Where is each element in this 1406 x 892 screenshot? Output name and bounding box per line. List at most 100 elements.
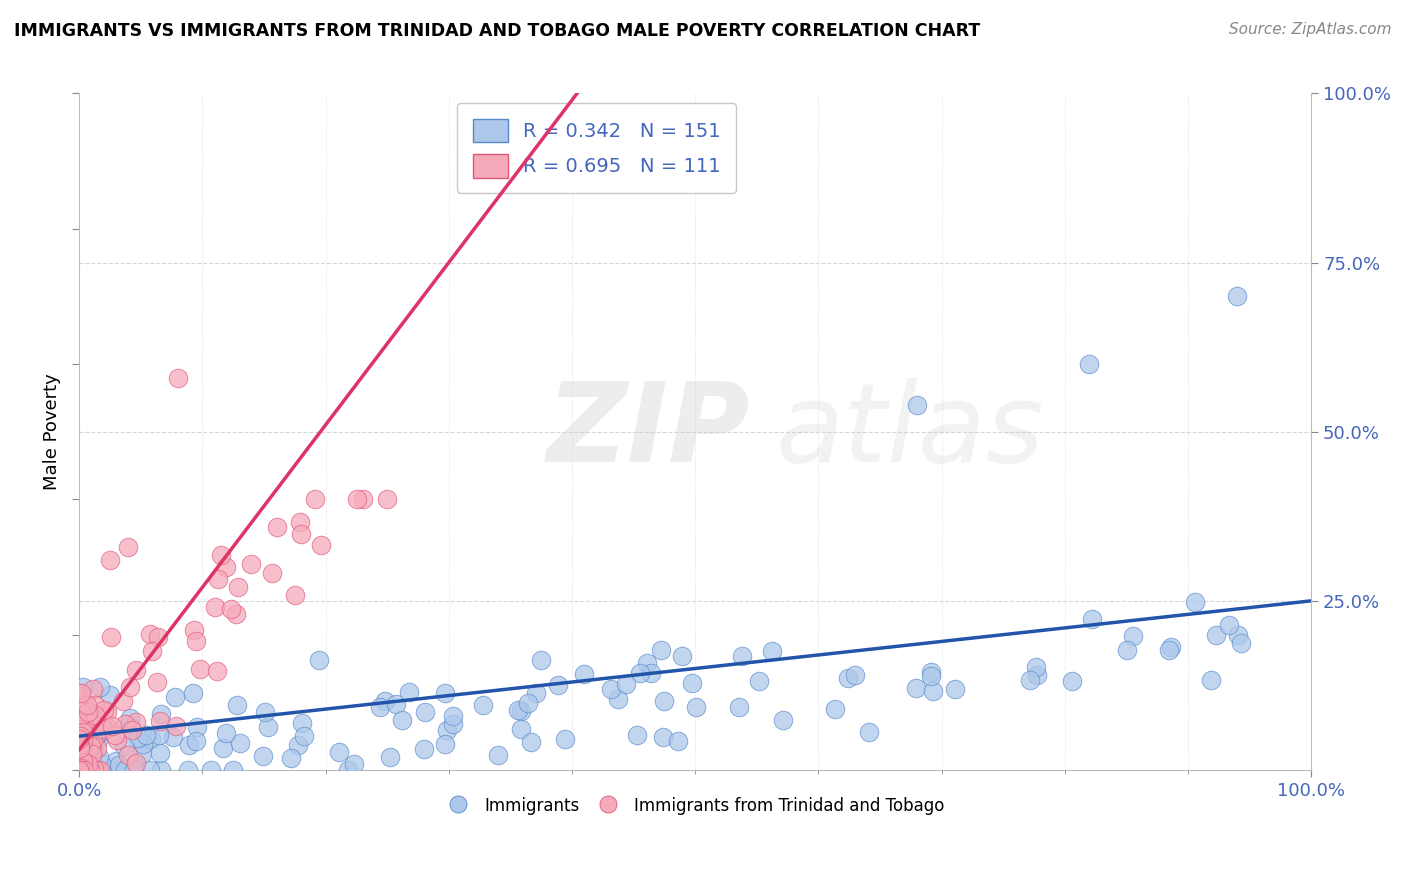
- Point: [100, 630, 122, 644]
- Point: [69, 729, 91, 743]
- Point: [67, 760, 90, 774]
- Point: [858, 724, 880, 739]
- Point: [260, 566, 283, 580]
- Point: [288, 515, 311, 529]
- Point: [80, 763, 103, 777]
- Point: [441, 717, 464, 731]
- Point: [70, 707, 93, 722]
- Point: [125, 756, 148, 771]
- Point: [1205, 628, 1227, 642]
- Point: [82, 733, 104, 747]
- Point: [671, 649, 693, 664]
- Point: [69, 736, 91, 750]
- Point: [1218, 618, 1240, 632]
- Point: [385, 697, 408, 711]
- Point: [76, 756, 98, 771]
- Point: [72, 725, 94, 739]
- Point: [69, 763, 91, 777]
- Point: [844, 667, 866, 681]
- Point: [229, 736, 252, 750]
- Point: [73, 743, 96, 757]
- Point: [148, 714, 170, 728]
- Point: [75, 748, 97, 763]
- Point: [86, 763, 108, 777]
- Point: [69, 763, 91, 777]
- Point: [67, 720, 90, 734]
- Point: [67, 763, 90, 777]
- Point: [93, 703, 115, 717]
- Point: [824, 702, 846, 716]
- Point: [83, 762, 105, 776]
- Point: [67, 763, 90, 777]
- Point: [131, 747, 153, 762]
- Point: [731, 649, 754, 664]
- Point: [86, 763, 108, 777]
- Point: [70, 686, 93, 700]
- Point: [186, 733, 208, 747]
- Point: [67, 758, 90, 772]
- Point: [67, 742, 90, 756]
- Point: [93, 721, 115, 735]
- Point: [67, 728, 90, 742]
- Point: [101, 719, 124, 733]
- Point: [70, 729, 93, 743]
- Point: [179, 738, 201, 752]
- Point: [628, 666, 651, 681]
- Point: [163, 690, 186, 704]
- Point: [76, 723, 98, 738]
- Point: [215, 560, 238, 574]
- Point: [292, 729, 315, 743]
- Point: [131, 737, 153, 751]
- Point: [207, 572, 229, 586]
- Point: [67, 731, 90, 746]
- Point: [83, 717, 105, 731]
- Point: [922, 683, 945, 698]
- Point: [207, 664, 229, 678]
- Point: [666, 734, 689, 748]
- Point: [290, 526, 312, 541]
- Point: [125, 714, 148, 729]
- Point: [112, 739, 135, 753]
- Point: [73, 748, 96, 763]
- Point: [141, 644, 163, 658]
- Point: [114, 717, 136, 731]
- Point: [122, 756, 145, 771]
- Point: [441, 709, 464, 723]
- Point: [67, 760, 90, 774]
- Point: [219, 602, 242, 616]
- Point: [177, 763, 200, 777]
- Point: [1019, 673, 1042, 688]
- Point: [69, 763, 91, 777]
- Point: [1062, 674, 1084, 689]
- Point: [225, 698, 247, 713]
- Point: [98, 553, 121, 567]
- Point: [554, 731, 576, 746]
- Point: [82, 747, 104, 761]
- Point: [186, 720, 208, 734]
- Point: [91, 722, 114, 736]
- Point: [89, 680, 111, 694]
- Point: [284, 588, 307, 602]
- Point: [181, 686, 204, 700]
- Point: [69, 763, 91, 777]
- Point: [165, 719, 187, 733]
- Point: [943, 682, 966, 697]
- Point: [188, 662, 211, 676]
- Point: [304, 492, 326, 507]
- Point: [82, 682, 104, 697]
- Point: [69, 742, 91, 756]
- Point: [266, 520, 288, 534]
- Point: [149, 746, 172, 760]
- Point: [311, 538, 333, 552]
- Point: [614, 677, 637, 691]
- Point: [904, 681, 927, 695]
- Point: [67, 704, 90, 718]
- Point: [146, 674, 169, 689]
- Point: [67, 686, 90, 700]
- Point: [72, 725, 94, 739]
- Point: [257, 720, 280, 734]
- Point: [69, 763, 91, 777]
- Point: [111, 693, 134, 707]
- Point: [87, 732, 110, 747]
- Point: [291, 715, 314, 730]
